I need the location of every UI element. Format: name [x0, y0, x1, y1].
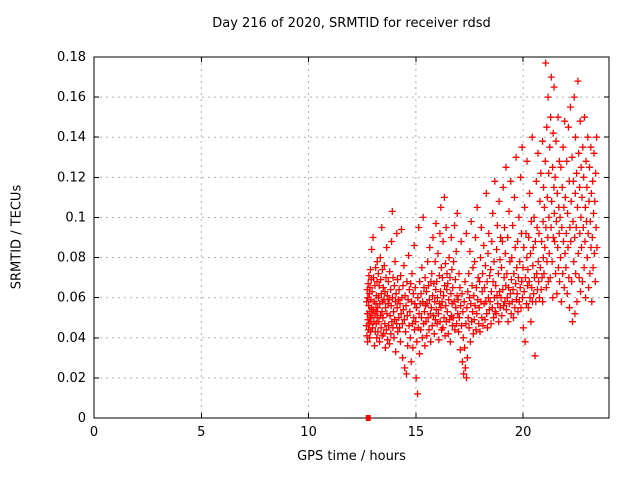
plot-border — [93, 56, 610, 419]
y-tick-label: 0.16 — [57, 90, 86, 105]
y-tick-label: 0.14 — [57, 130, 86, 145]
x-tick-label: 10 — [300, 425, 317, 440]
x-tick-label: 15 — [408, 425, 425, 440]
y-tick-label: 0.02 — [57, 371, 86, 386]
y-tick-label: 0 — [78, 411, 86, 426]
x-tick-label: 5 — [197, 425, 205, 440]
y-tick-label: 0.06 — [57, 291, 86, 306]
data-points — [363, 59, 601, 398]
x-tick-label: 0 — [90, 425, 98, 440]
zero-square-marker — [365, 415, 371, 421]
y-tick-label: 0.1 — [65, 210, 86, 225]
y-tick-label: 0.18 — [57, 50, 86, 65]
y-tick-label: 0.04 — [57, 331, 86, 346]
x-axis-label: GPS time / hours — [297, 449, 406, 464]
x-tick-label: 20 — [515, 425, 532, 440]
y-tick-label: 0.12 — [57, 170, 86, 185]
chart-title: Day 216 of 2020, SRMTID for receiver rds… — [212, 16, 491, 31]
y-tick-label: 0.08 — [57, 251, 86, 266]
